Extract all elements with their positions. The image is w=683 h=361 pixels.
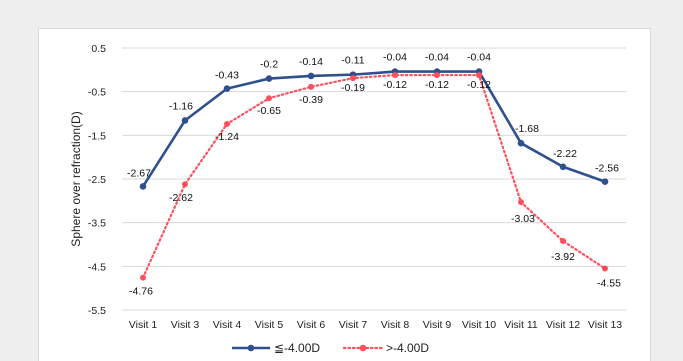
data-point xyxy=(308,83,314,90)
y-axis-ticks: 0.5 -0.5 -1.5 -2.5 -3.5 -4.5 -5.5 xyxy=(88,43,106,317)
data-point xyxy=(560,238,566,245)
data-label: -2.67 xyxy=(127,167,151,179)
data-label: -4.76 xyxy=(129,286,153,298)
chart-panel xyxy=(38,28,651,361)
x-tick-label: Visit 5 xyxy=(255,319,284,331)
gridlines xyxy=(122,47,626,311)
data-label: -0.19 xyxy=(341,82,365,94)
data-label: -4.55 xyxy=(597,278,621,290)
data-label: -3.92 xyxy=(551,251,575,263)
data-point xyxy=(139,183,147,190)
data-label: -3.03 xyxy=(511,213,535,225)
x-tick-label: Visit 12 xyxy=(546,319,580,331)
legend-swatch-marker xyxy=(247,344,255,352)
data-point xyxy=(266,95,272,102)
data-point xyxy=(224,120,230,127)
data-label: -0.39 xyxy=(299,94,323,106)
x-tick-label: Visit 13 xyxy=(588,319,622,331)
data-point xyxy=(392,72,398,79)
data-label: -2.22 xyxy=(553,148,577,160)
x-tick-label: Visit 3 xyxy=(171,319,200,331)
y-tick-label: -4.5 xyxy=(88,261,106,273)
data-label: -0.11 xyxy=(341,55,364,67)
data-label: -0.2 xyxy=(260,59,278,71)
x-axis-ticks: Visit 1 Visit 3 Visit 4 Visit 5 Visit 6 Visit… xyxy=(129,319,622,331)
data-label: -0.04 xyxy=(467,52,491,64)
data-point xyxy=(518,199,524,206)
data-label: -2.62 xyxy=(169,192,193,204)
y-tick-label: 0.5 xyxy=(91,43,106,55)
series-line-1 xyxy=(141,73,607,279)
data-label: -0.12 xyxy=(425,79,449,91)
data-point xyxy=(181,117,189,124)
series-line-0 xyxy=(141,70,606,188)
data-point xyxy=(140,274,146,281)
x-tick-label: Visit 10 xyxy=(462,319,496,331)
data-point xyxy=(602,265,608,272)
data-point xyxy=(434,72,440,79)
data-label: -1.24 xyxy=(215,131,239,143)
y-axis-label: Sphere over refraction(D) xyxy=(69,111,83,246)
data-point xyxy=(182,181,188,188)
series-points xyxy=(139,68,609,281)
x-tick-label: Visit 6 xyxy=(297,319,326,331)
data-label: -0.12 xyxy=(467,79,491,91)
x-tick-label: Visit 11 xyxy=(504,319,538,331)
x-tick-label: Visit 9 xyxy=(423,319,452,331)
data-point xyxy=(307,72,315,80)
legend: ≦-4.00D >-4.00D xyxy=(232,341,429,355)
data-point xyxy=(265,75,273,82)
data-label: -2.56 xyxy=(595,163,619,175)
legend-swatch-marker xyxy=(359,344,367,352)
data-label: -0.14 xyxy=(299,56,323,68)
data-point xyxy=(559,163,567,171)
data-label: -1.16 xyxy=(169,100,193,112)
data-point xyxy=(517,139,525,147)
data-point xyxy=(601,178,609,185)
data-point xyxy=(350,75,356,82)
x-tick-label: Visit 1 xyxy=(129,319,158,331)
data-label: -1.68 xyxy=(515,123,539,135)
data-labels: -2.67 -1.16 -0.43 -0.2 -0.14 -0.11 -0.04 -0.04 -… xyxy=(127,52,621,298)
y-tick-label: -5.5 xyxy=(88,305,106,317)
y-tick-label: -0.5 xyxy=(88,87,106,99)
series-lines xyxy=(141,70,607,279)
y-tick-label: -1.5 xyxy=(88,130,106,142)
data-label: -0.04 xyxy=(383,52,407,64)
x-tick-label: Visit 7 xyxy=(339,319,368,331)
data-label: -0.65 xyxy=(257,105,281,117)
x-tick-label: Visit 4 xyxy=(213,319,242,331)
data-point xyxy=(476,72,482,79)
legend-label: ≦-4.00D xyxy=(274,341,320,355)
legend-label: >-4.00D xyxy=(386,341,429,355)
y-tick-label: -2.5 xyxy=(88,174,106,186)
data-label: -0.12 xyxy=(383,79,407,91)
data-label: -0.43 xyxy=(215,70,239,82)
y-tick-label: -3.5 xyxy=(88,218,106,230)
data-point xyxy=(223,85,231,92)
data-label: -0.04 xyxy=(425,52,449,64)
x-tick-label: Visit 8 xyxy=(381,319,410,331)
